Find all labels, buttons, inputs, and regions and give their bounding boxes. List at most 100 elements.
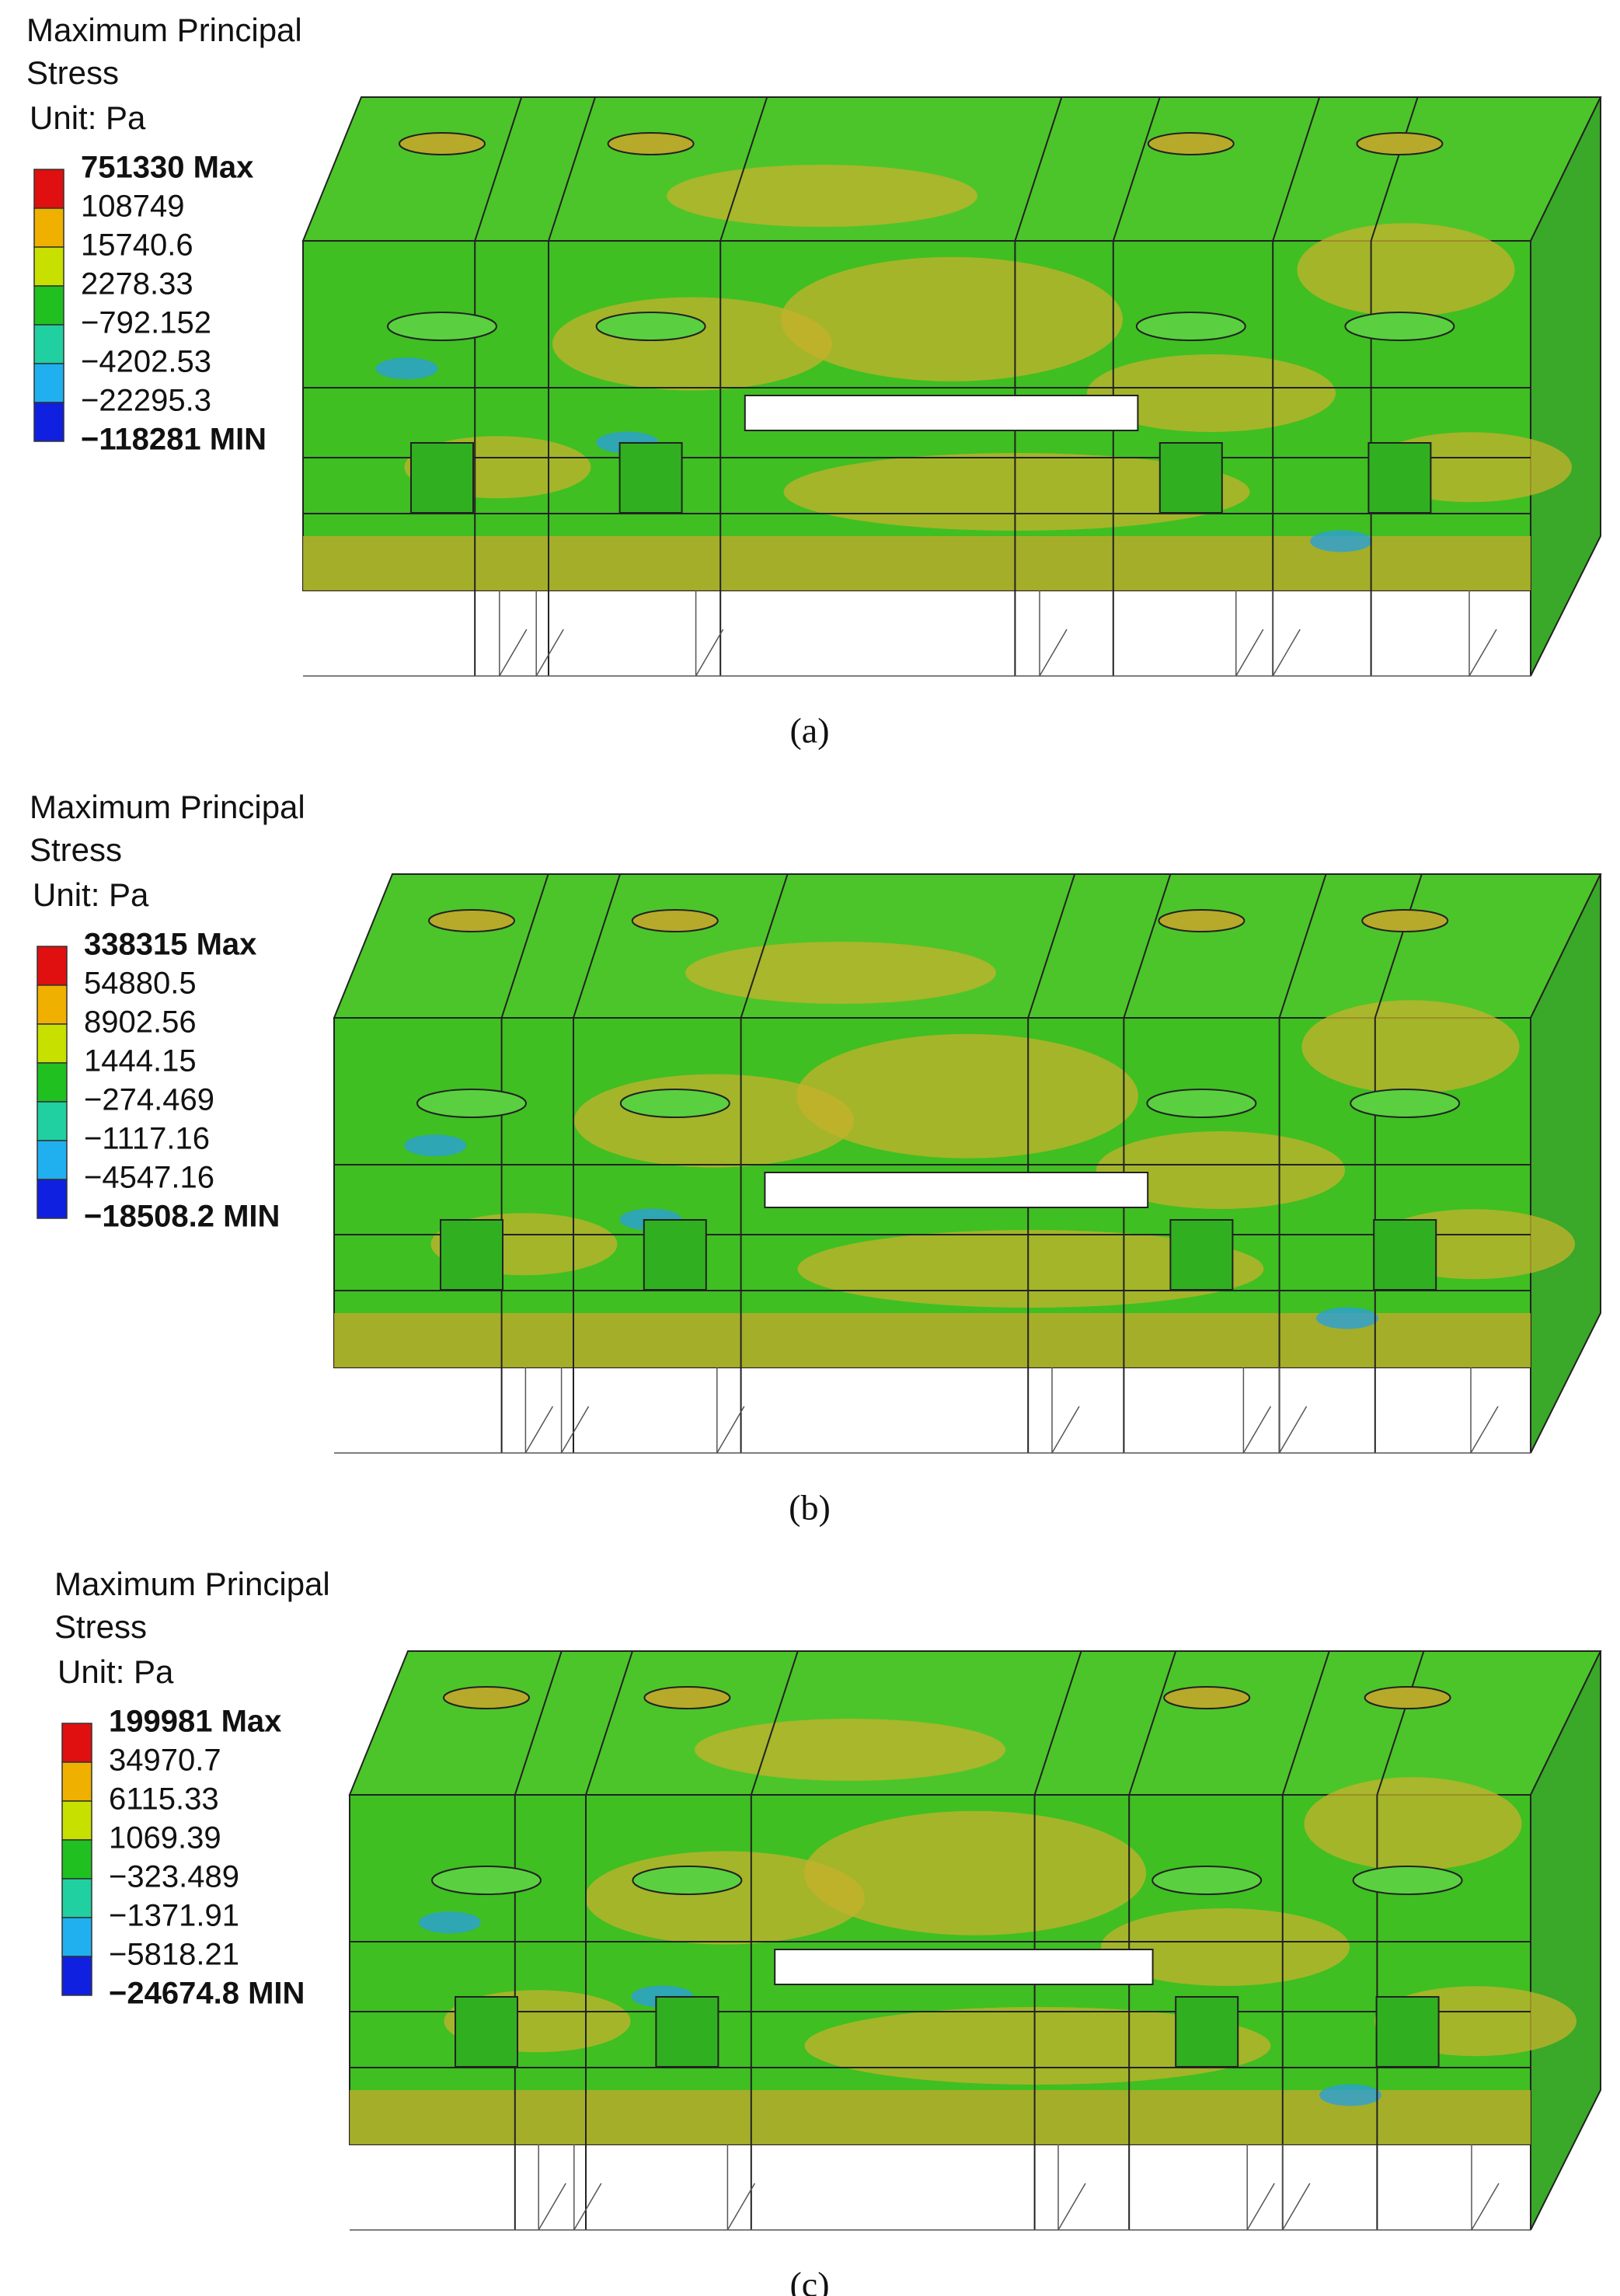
cup (1175, 1996, 1239, 2068)
legend-label: 338315 Max (84, 928, 256, 962)
edge-line (548, 96, 596, 242)
edge-line (514, 1650, 563, 1796)
support-line (1471, 2183, 1500, 2231)
hole (1163, 1686, 1251, 1709)
support-line (573, 2183, 602, 2231)
edge-line (585, 1650, 633, 1796)
cup (619, 1089, 730, 1118)
cup (595, 312, 706, 341)
support-line (1282, 2183, 1311, 2231)
support-line (1246, 2183, 1275, 2231)
edge-line (1112, 96, 1161, 242)
model-top (348, 1650, 1602, 1796)
cup (655, 1996, 719, 2068)
stress-patch (667, 165, 977, 227)
stress-patch (783, 453, 1250, 531)
support-line (560, 1406, 590, 1454)
edge-line (719, 96, 768, 242)
legend-swatch (33, 363, 64, 403)
legend-swatch (61, 1723, 92, 1763)
cup (1350, 1089, 1461, 1118)
legend-label: 1069.39 (109, 1821, 221, 1855)
caption: (c) (789, 2265, 829, 2296)
edge-line (1278, 873, 1327, 1019)
legend-swatch (37, 946, 68, 986)
legend-swatch (37, 1179, 68, 1219)
stress-patch (796, 1033, 1138, 1158)
stress-patch (418, 1911, 481, 1934)
legend-label: 2278.33 (81, 267, 193, 301)
panel: Maximum Principal Stress Unit: Pa 199981 Ma… (54, 1566, 1602, 2296)
legend-swatch (61, 1839, 92, 1880)
support-line (1235, 629, 1264, 677)
legend-unit: Unit: Pa (57, 1653, 174, 1690)
opening (744, 395, 1139, 431)
legend-label: −274.469 (84, 1083, 214, 1117)
hole (1356, 132, 1444, 155)
legend-swatch (37, 984, 68, 1025)
cup (1352, 1866, 1463, 1895)
legend-label: −4202.53 (81, 345, 211, 379)
hole (1158, 909, 1245, 932)
opening (764, 1172, 1149, 1208)
legend-label: −22295.3 (81, 384, 211, 418)
edge-line (1027, 873, 1076, 1019)
stress-patch (1101, 1908, 1350, 1986)
stress-patch (1301, 1000, 1520, 1094)
support-line (1242, 1406, 1272, 1454)
edge-line (1033, 1650, 1082, 1796)
legend-label: −323.489 (109, 1860, 239, 1894)
legend-label: −1371.91 (109, 1899, 239, 1933)
legend-label: −5818.21 (109, 1938, 239, 1972)
legend-title: Stress (26, 54, 119, 91)
caption: (a) (789, 711, 829, 751)
stress-patch (375, 357, 438, 380)
edge-line (1374, 873, 1423, 1019)
stress-patch (404, 1134, 467, 1157)
cup (410, 442, 474, 514)
support-line (716, 1406, 745, 1454)
stress-patch (1297, 223, 1515, 317)
legend-label: −792.152 (81, 306, 211, 340)
hole (643, 1686, 731, 1709)
legend-title: Stress (54, 1608, 147, 1645)
cup (632, 1866, 743, 1895)
edge-line (750, 1650, 799, 1796)
edge-line (1272, 96, 1321, 242)
stress-patch (797, 1230, 1264, 1308)
hole (1364, 1686, 1451, 1709)
support-line (1468, 629, 1497, 677)
legend-swatch (33, 402, 64, 442)
cup (455, 1996, 518, 2068)
stress-patch (1304, 1777, 1522, 1871)
edge-line (474, 96, 523, 242)
support-line (499, 629, 528, 677)
legend-label: 15740.6 (81, 228, 193, 263)
fe-model (301, 96, 1602, 677)
cup (618, 442, 683, 514)
legend-title: Maximum Principal (54, 1566, 330, 1602)
support-line (524, 1406, 554, 1454)
cup (643, 1219, 707, 1291)
panel: Maximum Principal Stress Unit: Pa 338315 Ma… (30, 789, 1602, 1528)
support-line (1039, 629, 1068, 677)
hole (443, 1686, 530, 1709)
legend-swatch (61, 1800, 92, 1841)
stress-patch (1310, 530, 1372, 552)
legend-title: Maximum Principal (30, 789, 305, 825)
opening (774, 1949, 1154, 1985)
legend-label: 8902.56 (84, 1005, 197, 1040)
cup (431, 1866, 542, 1895)
legend-label: 54880.5 (84, 967, 197, 1001)
legend-swatch (33, 246, 64, 287)
edge-line (500, 873, 549, 1019)
legend-label: −4547.16 (84, 1161, 214, 1195)
legend-swatch (33, 207, 64, 248)
legend-label: −118281 MIN (81, 423, 267, 457)
cup (1146, 1089, 1257, 1118)
cup (440, 1219, 503, 1291)
legend-label: −1117.16 (84, 1122, 210, 1156)
support-line (1272, 629, 1301, 677)
legend-swatch (61, 1956, 92, 1996)
edge-line (1128, 1650, 1177, 1796)
